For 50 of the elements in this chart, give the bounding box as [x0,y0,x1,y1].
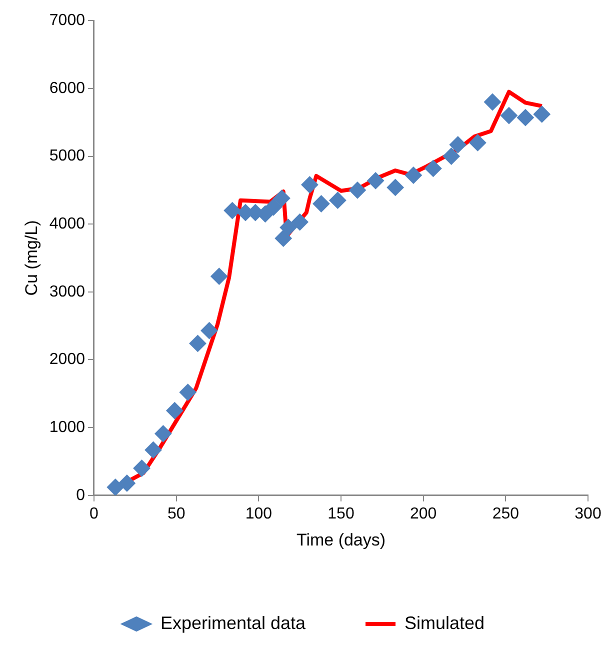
y-tick-label: 0 [76,486,86,504]
point [329,192,346,209]
legend-label: Experimental data [160,612,307,633]
point [516,109,534,126]
point [166,402,184,420]
point [274,230,292,247]
x-tick-label: 200 [410,505,437,522]
point [348,182,366,199]
y-tick-label: 7000 [49,12,86,30]
point [469,134,486,152]
point [449,136,466,154]
point [500,107,518,124]
point [367,172,384,190]
point [273,190,290,207]
point [264,198,282,216]
y-tick-label: 5000 [49,148,86,165]
x-tick-label: 0 [90,505,99,522]
point [404,166,422,184]
point [210,268,228,285]
point [312,195,330,212]
point [154,425,172,442]
point [484,93,501,110]
legend-label: Simulated [404,612,485,633]
point [189,334,206,352]
y-tick-label: 6000 [49,80,86,97]
point [106,478,124,496]
point [424,160,442,177]
point [224,202,241,220]
y-tick-label: 3000 [49,283,86,300]
point [301,176,318,194]
point [179,384,196,401]
point [133,460,150,477]
y-tick-label: 1000 [49,418,86,436]
x-tick-label: 300 [574,505,602,522]
x-tick-label: 100 [245,505,272,522]
point [200,322,218,340]
point [118,474,136,492]
point [386,178,404,196]
point [442,148,460,165]
point [291,214,308,231]
x-tick-label: 150 [328,505,354,522]
y-tick-label: 2000 [49,351,86,368]
point [144,441,162,458]
x-tick-label: 250 [492,505,520,522]
y-tick-label: 4000 [49,215,86,232]
point [533,106,550,123]
y-axis-title: Cu (mg/L) [22,220,41,296]
x-axis-title: Time (days) [296,530,386,550]
point [280,218,297,236]
x-tick-label: 50 [167,505,186,522]
